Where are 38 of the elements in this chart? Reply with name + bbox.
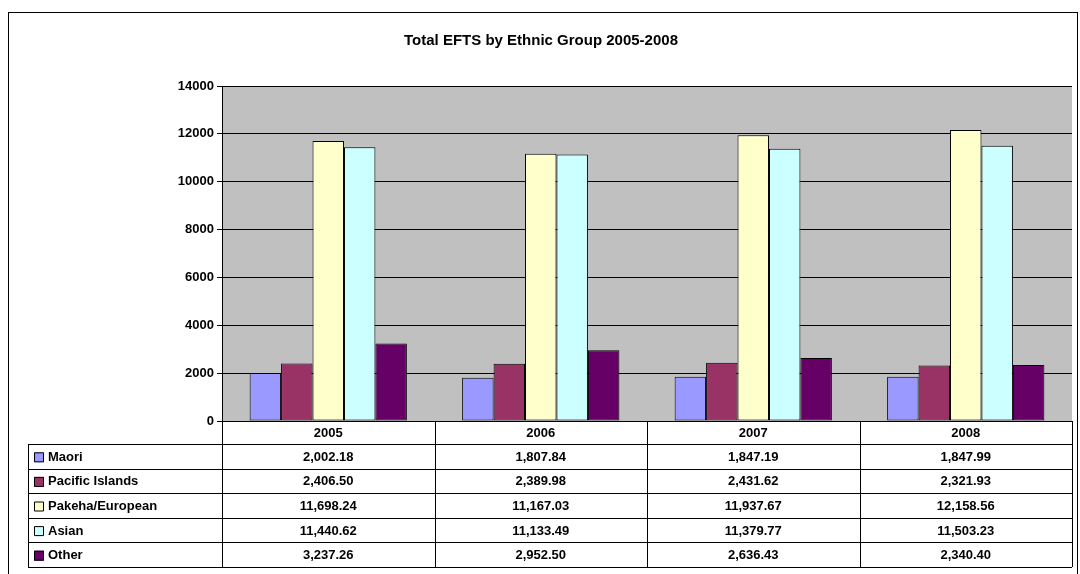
- data-label: 11,167.03: [512, 498, 570, 514]
- data-label: 2,952.50: [515, 547, 567, 563]
- legend-label: Maori: [48, 448, 83, 464]
- x-tick-label: 2005: [313, 425, 343, 441]
- x-tick-label: 2006: [526, 425, 556, 441]
- data-label: 1,807.84: [515, 448, 567, 464]
- data-label: 1,847.99: [940, 448, 992, 464]
- legend-label: Asian: [48, 522, 84, 538]
- chart-title: Total EFTS by Ethnic Group 2005-2008: [404, 31, 678, 49]
- x-tick-label: 2007: [738, 425, 768, 441]
- data-label: 2,389.98: [515, 473, 567, 489]
- legend-label: Other: [48, 547, 83, 563]
- data-label: 11,698.24: [299, 498, 358, 514]
- y-tick-label: 8000: [185, 221, 214, 237]
- data-label: 2,406.50: [302, 473, 354, 489]
- y-tick-label: 10000: [177, 173, 214, 189]
- y-tick-label: 2000: [185, 364, 214, 380]
- legend-label: Pacific Islands: [48, 473, 139, 489]
- data-label: 11,440.62: [299, 522, 357, 538]
- y-tick-label: 6000: [185, 269, 214, 285]
- data-label: 12,158.56: [936, 498, 995, 514]
- data-label: 11,937.67: [724, 498, 782, 514]
- y-tick-label: 0: [206, 412, 214, 428]
- x-tick-label: 2008: [951, 425, 981, 441]
- data-label: 3,237.26: [302, 547, 354, 563]
- legend-label: Pakeha/European: [48, 498, 158, 514]
- y-tick-label: 14000: [177, 77, 214, 93]
- y-tick-label: 12000: [177, 125, 214, 141]
- data-label: 2,002.18: [302, 448, 354, 464]
- data-label: 2,340.40: [940, 547, 992, 563]
- data-label: 2,431.62: [727, 473, 779, 489]
- y-tick-label: 4000: [185, 316, 214, 332]
- data-label: 11,379.77: [724, 522, 782, 538]
- data-label: 2,321.93: [940, 473, 992, 489]
- data-label: 11,503.23: [937, 522, 995, 538]
- data-label: 11,133.49: [512, 522, 570, 538]
- data-label: 1,847.19: [727, 448, 779, 464]
- data-label: 2,636.43: [727, 547, 779, 563]
